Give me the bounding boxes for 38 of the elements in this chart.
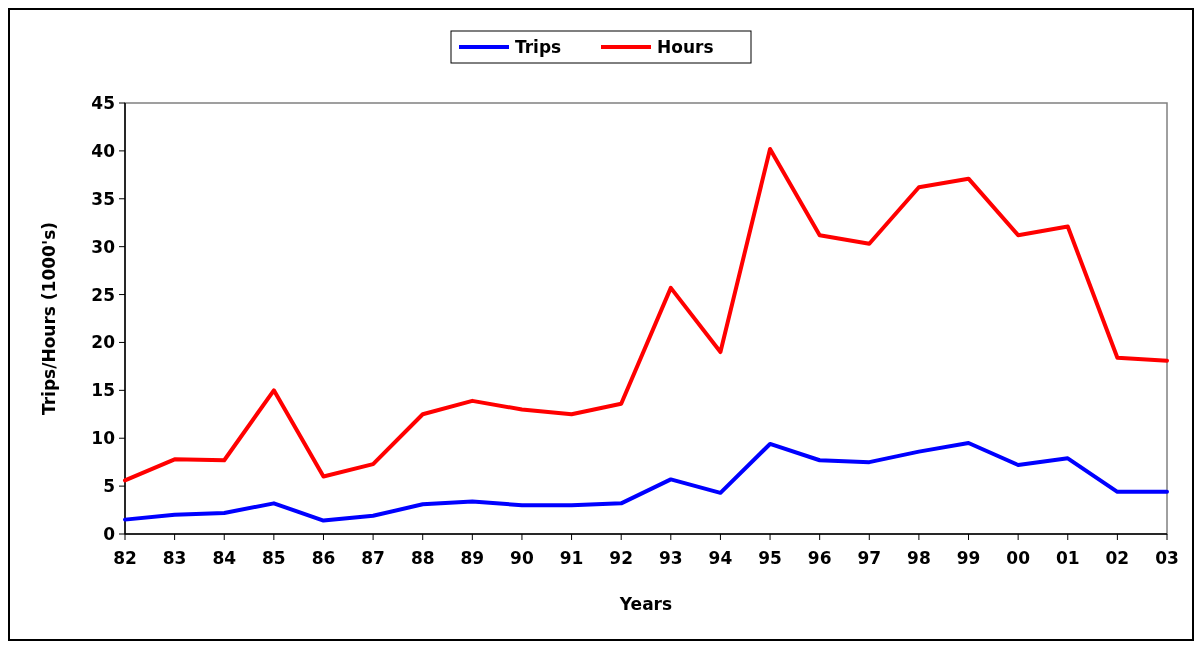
y-tick-label: 20 (91, 332, 116, 353)
y-tick-label: 5 (103, 476, 115, 497)
legend-label: Hours (657, 36, 714, 57)
x-tick-label: 91 (559, 548, 584, 568)
x-tick-label: 85 (262, 548, 286, 568)
x-tick-label: 90 (510, 548, 534, 568)
x-tick-label: 86 (311, 548, 336, 568)
x-tick-label: 02 (1105, 548, 1130, 568)
x-tick-label: 89 (460, 548, 485, 568)
x-tick-label: 83 (162, 548, 187, 568)
x-tick-label: 97 (857, 548, 882, 568)
x-tick-label: 03 (1155, 548, 1179, 568)
line-series (123, 441, 1169, 523)
x-axis-title: Years (618, 594, 673, 614)
line-series (123, 146, 1169, 483)
x-tick-label: 88 (410, 548, 435, 568)
x-tick-label: 01 (1055, 548, 1080, 568)
x-tick-label: 95 (758, 548, 782, 568)
x-tick-label: 84 (212, 548, 237, 568)
x-tick-label: 99 (956, 548, 981, 568)
y-tick-label: 0 (103, 523, 116, 544)
y-tick-label: 40 (91, 140, 116, 161)
x-tick-label: 94 (708, 548, 733, 568)
x-tick-label: 98 (907, 548, 931, 568)
y-tick-label: 45 (91, 92, 115, 113)
x-tick-label: 92 (609, 548, 634, 568)
y-tick-label: 25 (91, 284, 115, 305)
x-tick-label: 82 (113, 548, 137, 568)
y-axis-title: Trips/Hours (1000's) (39, 221, 59, 416)
y-tick-label: 35 (91, 188, 115, 209)
y-tick-label: 10 (91, 428, 116, 449)
x-tick-label: 00 (1006, 548, 1031, 568)
legend-label: Trips (515, 36, 562, 57)
x-tick-label: 87 (361, 548, 385, 568)
y-tick-label: 15 (91, 380, 115, 401)
y-tick-label: 30 (91, 236, 116, 257)
x-tick-label: 93 (658, 548, 683, 568)
x-tick-label: 96 (807, 548, 832, 568)
